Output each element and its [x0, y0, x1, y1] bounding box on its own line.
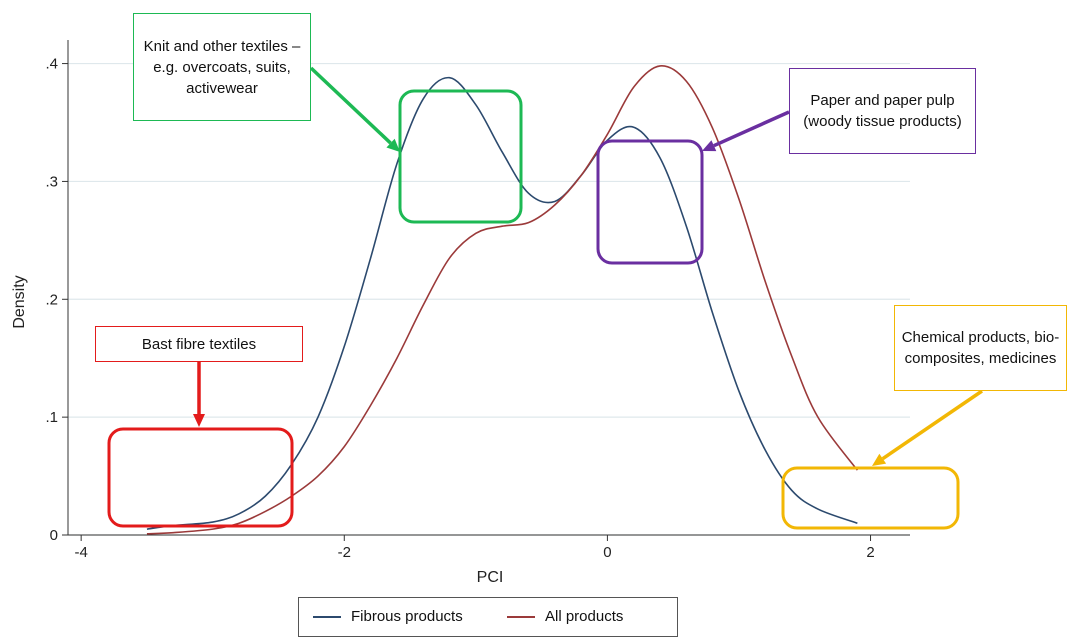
arrow-knit-textiles — [309, 66, 400, 152]
arrow-chemical-products — [872, 389, 983, 466]
arrow-paper-pulp — [702, 110, 790, 152]
arrow-shaft — [309, 66, 392, 145]
series-lines — [146, 65, 859, 535]
arrow-shaft — [881, 389, 983, 461]
x-tick-label: 2 — [866, 544, 874, 561]
annotation-bast-fibre: Bast fibre textiles — [95, 326, 303, 362]
y-tick-label: 0 — [50, 527, 58, 544]
axes: 0 .1 .2 .3 .4 -4 -2 0 2 — [45, 40, 910, 561]
arrow-head — [872, 453, 887, 466]
grid-lines — [68, 62, 910, 536]
legend-swatch-fibrous — [313, 615, 341, 618]
x-tick-label: -2 — [338, 544, 351, 561]
y-tick-label: .1 — [45, 409, 58, 426]
y-axis-label: Density — [11, 275, 28, 328]
y-tick-label: .2 — [45, 291, 58, 308]
y-tick-label: .3 — [45, 173, 58, 190]
highlight-box-knit-textiles — [398, 89, 523, 224]
legend-swatch-all — [507, 615, 535, 618]
series-line-all-products — [146, 65, 859, 535]
arrow-bast-fibre — [193, 362, 205, 427]
legend-label-all: All products — [545, 608, 624, 625]
arrow-head — [193, 414, 205, 427]
series-line-fibrous-products — [146, 76, 858, 530]
x-axis-label: PCI — [477, 569, 504, 586]
annotation-chemical-products: Chemical products, bio-composites, medic… — [894, 305, 1067, 391]
annotation-boxes — [107, 89, 960, 530]
y-tick-label: .4 — [45, 56, 58, 73]
highlight-box-paper-pulp — [596, 139, 704, 265]
annotation-arrows — [193, 66, 983, 466]
highlight-box-chemical-products — [781, 466, 960, 530]
highlight-box-bast-fibre — [107, 427, 294, 528]
x-tick-label: -4 — [74, 544, 87, 561]
x-tick-label: 0 — [603, 544, 611, 561]
arrow-head — [702, 140, 717, 152]
legend: Fibrous products All products — [298, 597, 678, 637]
legend-item-fibrous: Fibrous products — [313, 608, 463, 625]
legend-item-all: All products — [507, 608, 623, 625]
annotation-knit-textiles: Knit and other textiles – e.g. overcoats… — [133, 13, 311, 121]
arrow-shaft — [713, 110, 790, 148]
arrow-head — [386, 138, 400, 152]
legend-label-fibrous: Fibrous products — [351, 608, 463, 625]
annotation-paper-pulp: Paper and paper pulp (woody tissue produ… — [789, 68, 976, 154]
